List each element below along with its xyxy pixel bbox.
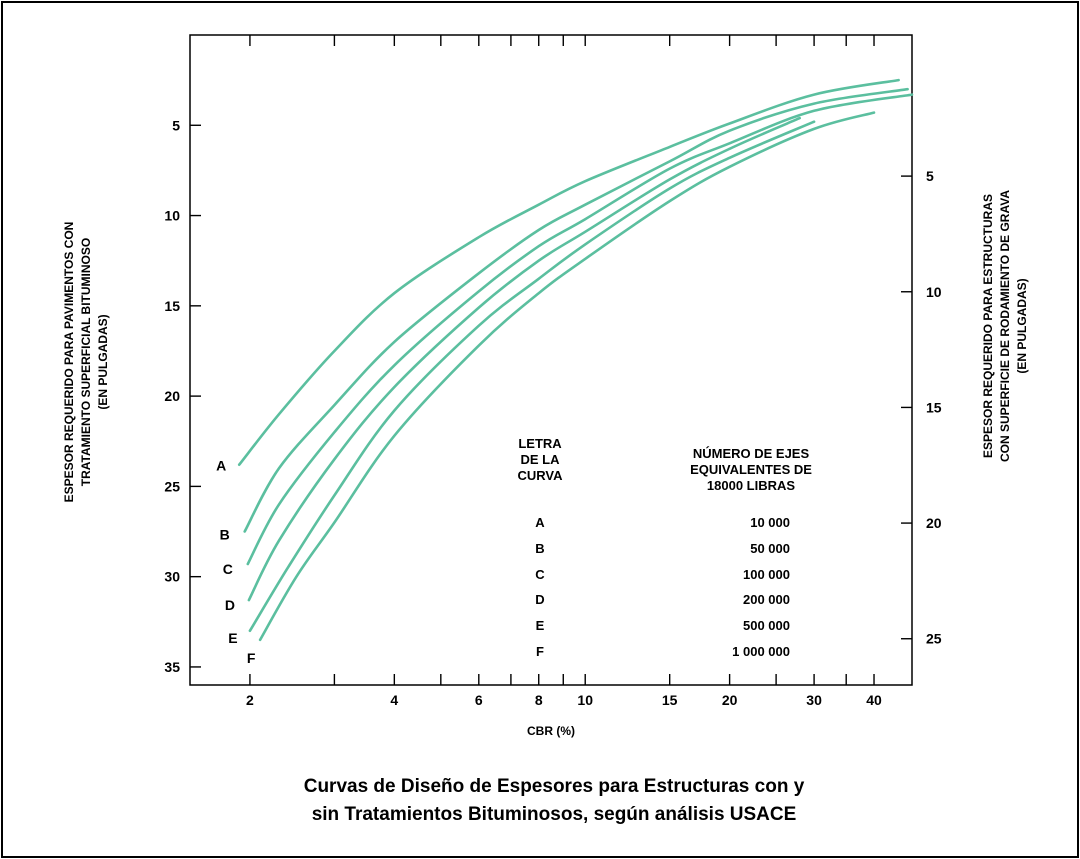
left-y-axis-ticks: 5 10 15 20 25 30 35	[164, 117, 201, 675]
table-header-letter-line-2: DE LA	[521, 452, 561, 467]
curve-label-c: C	[223, 561, 233, 577]
table-header-count-line-1: NÚMERO DE EJES	[693, 446, 810, 461]
x-tick-label: 4	[390, 692, 398, 708]
table-row-d-letter: D	[535, 592, 544, 607]
right-y-tick-label: 10	[926, 284, 942, 300]
plot-frame	[189, 34, 913, 686]
table-row-a-value: 10 000	[750, 515, 790, 530]
table-row-e-letter: E	[536, 618, 545, 633]
x-tick-label: 30	[806, 692, 822, 708]
table-header-letter-line-3: CURVA	[517, 468, 563, 483]
left-y-tick-label: 30	[164, 569, 180, 585]
table-row-f-letter: F	[536, 644, 544, 659]
x-tick-label: 6	[475, 692, 483, 708]
curve-label-f: F	[247, 650, 256, 666]
left-y-tick-label: 15	[164, 298, 180, 314]
curve-label-b: B	[220, 527, 230, 543]
x-tick-label: 2	[246, 692, 254, 708]
curve-label-d: D	[225, 597, 235, 613]
left-y-tick-label: 25	[164, 478, 180, 494]
curve-d	[247, 116, 801, 602]
right-y-tick-label: 25	[926, 631, 942, 647]
x-tick-label: 8	[535, 692, 543, 708]
x-tick-label: 15	[662, 692, 678, 708]
table-row-b-value: 50 000	[750, 541, 790, 556]
left-axis-title-line-2: TRATAMIENTO SUPERFICIAL BITUMINOSO	[79, 238, 93, 486]
curve-f	[258, 111, 876, 642]
x-tick-label: 10	[577, 692, 593, 708]
x-axis-ticks: 2 4 6 8 10 15 20 30 40	[246, 35, 882, 708]
left-y-tick-label: 10	[164, 208, 180, 224]
x-tick-label: 20	[722, 692, 738, 708]
table-row-c-letter: C	[535, 567, 545, 582]
curve-letter-labels: A B C D EF	[216, 458, 256, 666]
table-header-count-line-3: 18000 LIBRAS	[707, 478, 795, 493]
curve-c	[246, 93, 914, 566]
left-y-tick-label: 35	[164, 659, 180, 675]
curve-a	[237, 78, 900, 466]
chart-caption-line-2: sin Tratamientos Bituminosos, según anál…	[312, 804, 797, 825]
legend-table: LETRA DE LA CURVA NÚMERO DE EJES EQUIVAL…	[517, 436, 812, 659]
chart-caption-line-1: Curvas de Diseño de Espesores para Estru…	[304, 776, 805, 797]
table-row-d-value: 200 000	[743, 592, 790, 607]
left-axis-title-line-3: (EN PULGADAS)	[96, 314, 110, 409]
curve-label-a: A	[216, 458, 226, 474]
table-row-e-value: 500 000	[743, 618, 790, 633]
left-y-tick-label: 5	[172, 117, 180, 133]
right-y-tick-label: 15	[926, 399, 942, 415]
table-row-f-value: 1 000 000	[732, 644, 790, 659]
right-y-tick-label: 20	[926, 515, 942, 531]
left-y-tick-label: 20	[164, 388, 180, 404]
table-header-count-line-2: EQUIVALENTES DE	[690, 462, 812, 477]
right-y-tick-label: 5	[926, 168, 934, 184]
right-y-axis-ticks: 5 10 15 20 25	[901, 168, 942, 647]
curve-e	[248, 120, 816, 633]
right-axis-title-line-3: (EN PULGADAS)	[1015, 278, 1029, 373]
table-row-b-letter: B	[535, 541, 544, 556]
curve-label-e: E	[228, 630, 237, 646]
x-tick-label: 40	[866, 692, 882, 708]
right-axis-title-line-2: CON SUPERFICIE DE RODAMIENTO DE GRAVA	[998, 190, 1012, 462]
curve-b	[243, 87, 909, 533]
table-row-c-value: 100 000	[743, 567, 790, 582]
right-axis-title: ESPESOR REQUERIDO PARA ESTRUCTURAS CON S…	[981, 190, 1029, 462]
right-axis-title-line-1: ESPESOR REQUERIDO PARA ESTRUCTURAS	[981, 194, 995, 458]
table-row-a-letter: A	[535, 515, 545, 530]
left-axis-title-line-1: ESPESOR REQUERIDO PARA PAVIMENTOS CON	[62, 222, 76, 503]
table-header-letter-line-1: LETRA	[518, 436, 562, 451]
left-axis-title: ESPESOR REQUERIDO PARA PAVIMENTOS CON TR…	[62, 222, 110, 503]
design-curves	[237, 78, 914, 642]
x-axis-title: CBR (%)	[527, 724, 575, 738]
